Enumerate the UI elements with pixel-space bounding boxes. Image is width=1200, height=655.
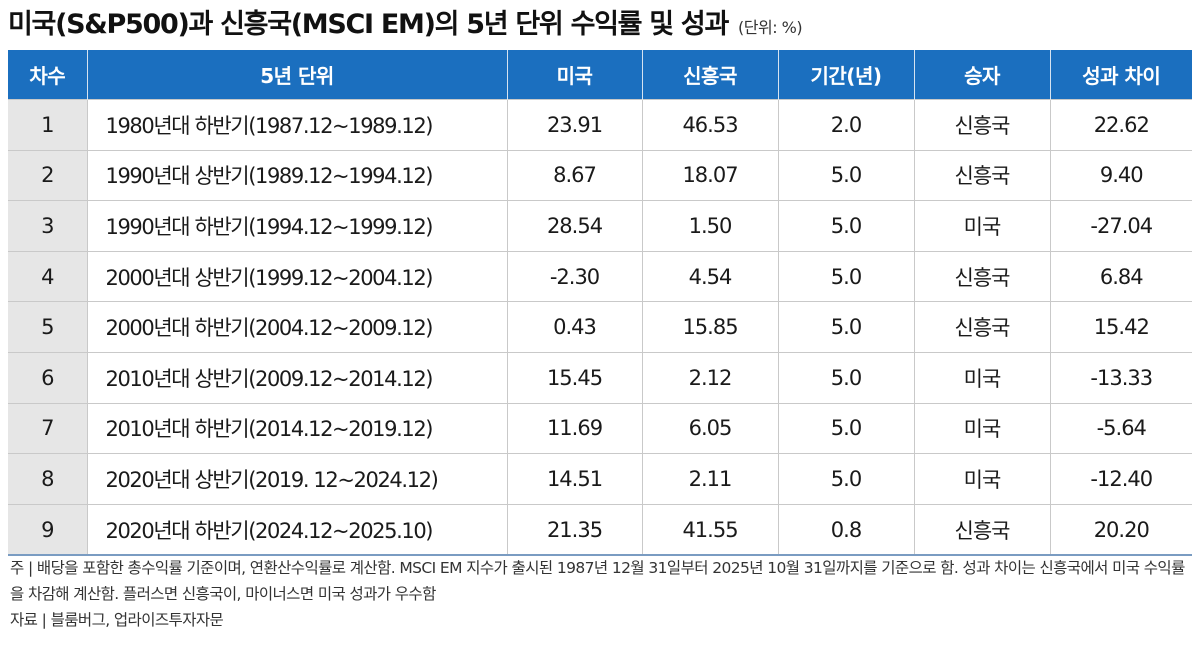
cell-em: 1.50 [641,200,778,252]
cell-order: 5 [8,301,87,353]
cell-em: 18.07 [641,149,778,201]
cell-diff: 20.20 [1049,503,1192,557]
cell-period: 2010년대 하반기(2014.12~2019.12) [86,402,507,454]
cell-order: 2 [8,149,87,201]
cell-us: 21.35 [506,503,642,557]
cell-winner: 미국 [913,351,1050,404]
cell-years: 5.0 [777,453,914,505]
cell-years: 0.8 [777,503,914,557]
cell-em: 2.11 [641,453,778,505]
cell-em: 15.85 [641,301,778,353]
cell-order: 6 [8,351,87,404]
note-text: 주 | 배당을 포함한 총수익률 기준이며, 연환산수익률로 계산함. MSCI… [10,559,1185,603]
cell-diff: 9.40 [1049,149,1192,201]
header-winner: 승자 [913,50,1050,100]
cell-us: 8.67 [506,149,642,201]
cell-years: 5.0 [777,250,914,302]
cell-em: 6.05 [641,402,778,454]
header-em: 신흥국 [641,50,778,100]
cell-winner: 신흥국 [913,99,1050,151]
cell-em: 4.54 [641,250,778,302]
cell-diff: -12.40 [1049,453,1192,505]
cell-us: 0.43 [506,301,642,353]
cell-winner: 신흥국 [913,149,1050,201]
table-row: 1 1980년대 하반기(1987.12~1989.12) 23.91 46.5… [8,99,1192,151]
cell-period: 2020년대 하반기(2024.12~2025.10) [86,503,507,557]
unit-label: (단위: %) [738,18,803,37]
header-diff: 성과 차이 [1049,50,1192,100]
cell-years: 5.0 [777,301,914,353]
cell-em: 2.12 [641,351,778,404]
cell-order: 8 [8,453,87,505]
cell-winner: 미국 [913,200,1050,252]
table-row: 4 2000년대 상반기(1999.12~2004.12) -2.30 4.54… [8,250,1192,302]
table-row: 6 2010년대 상반기(2009.12~2014.12) 15.45 2.12… [8,351,1192,404]
header-us: 미국 [506,50,642,100]
page-title: 미국(S&P500)과 신흥국(MSCI EM)의 5년 단위 수익률 및 성과 [8,9,729,40]
table-row: 9 2020년대 하반기(2024.12~2025.10) 21.35 41.5… [8,503,1192,557]
cell-years: 5.0 [777,200,914,252]
cell-winner: 신흥국 [913,503,1050,557]
cell-winner: 신흥국 [913,250,1050,302]
cell-period: 1990년대 하반기(1994.12~1999.12) [86,200,507,252]
title-row: 미국(S&P500)과 신흥국(MSCI EM)의 5년 단위 수익률 및 성과… [8,2,803,46]
cell-us: -2.30 [506,250,642,302]
header-order: 차수 [8,50,87,100]
cell-period: 2000년대 하반기(2004.12~2009.12) [86,301,507,353]
cell-years: 5.0 [777,402,914,454]
cell-period: 1990년대 상반기(1989.12~1994.12) [86,149,507,201]
cell-order: 7 [8,402,87,454]
cell-period: 1980년대 하반기(1987.12~1989.12) [86,99,507,151]
cell-winner: 미국 [913,402,1050,454]
cell-diff: 22.62 [1049,99,1192,151]
cell-order: 9 [8,503,87,557]
table-row: 8 2020년대 상반기(2019. 12~2024.12) 14.51 2.1… [8,453,1192,505]
cell-years: 2.0 [777,99,914,151]
header-period: 5년 단위 [86,50,507,100]
returns-table: 차수 5년 단위 미국 신흥국 기간(년) 승자 성과 차이 1 1980년대 … [8,50,1192,557]
source-text: 자료 | 블룸버그, 업라이즈투자자문 [10,611,224,629]
cell-us: 11.69 [506,402,642,454]
cell-diff: -13.33 [1049,351,1192,404]
cell-us: 15.45 [506,351,642,404]
table-row: 5 2000년대 하반기(2004.12~2009.12) 0.43 15.85… [8,301,1192,353]
cell-em: 41.55 [641,503,778,557]
cell-years: 5.0 [777,351,914,404]
cell-us: 28.54 [506,200,642,252]
cell-diff: 15.42 [1049,301,1192,353]
table-row: 2 1990년대 상반기(1989.12~1994.12) 8.67 18.07… [8,149,1192,201]
cell-period: 2020년대 상반기(2019. 12~2024.12) [86,453,507,505]
cell-winner: 신흥국 [913,301,1050,353]
cell-em: 46.53 [641,99,778,151]
header-years: 기간(년) [777,50,914,100]
cell-diff: -27.04 [1049,200,1192,252]
cell-order: 3 [8,200,87,252]
header-row: 차수 5년 단위 미국 신흥국 기간(년) 승자 성과 차이 [8,50,1192,100]
cell-diff: -5.64 [1049,402,1192,454]
table-row: 3 1990년대 하반기(1994.12~1999.12) 28.54 1.50… [8,200,1192,252]
table-row: 7 2010년대 하반기(2014.12~2019.12) 11.69 6.05… [8,402,1192,454]
cell-years: 5.0 [777,149,914,201]
cell-diff: 6.84 [1049,250,1192,302]
cell-winner: 미국 [913,453,1050,505]
cell-period: 2000년대 상반기(1999.12~2004.12) [86,250,507,302]
cell-order: 4 [8,250,87,302]
cell-us: 23.91 [506,99,642,151]
cell-us: 14.51 [506,453,642,505]
footnotes: 주 | 배당을 포함한 총수익률 기준이며, 연환산수익률로 계산함. MSCI… [10,555,1190,633]
cell-period: 2010년대 상반기(2009.12~2014.12) [86,351,507,404]
cell-order: 1 [8,99,87,151]
